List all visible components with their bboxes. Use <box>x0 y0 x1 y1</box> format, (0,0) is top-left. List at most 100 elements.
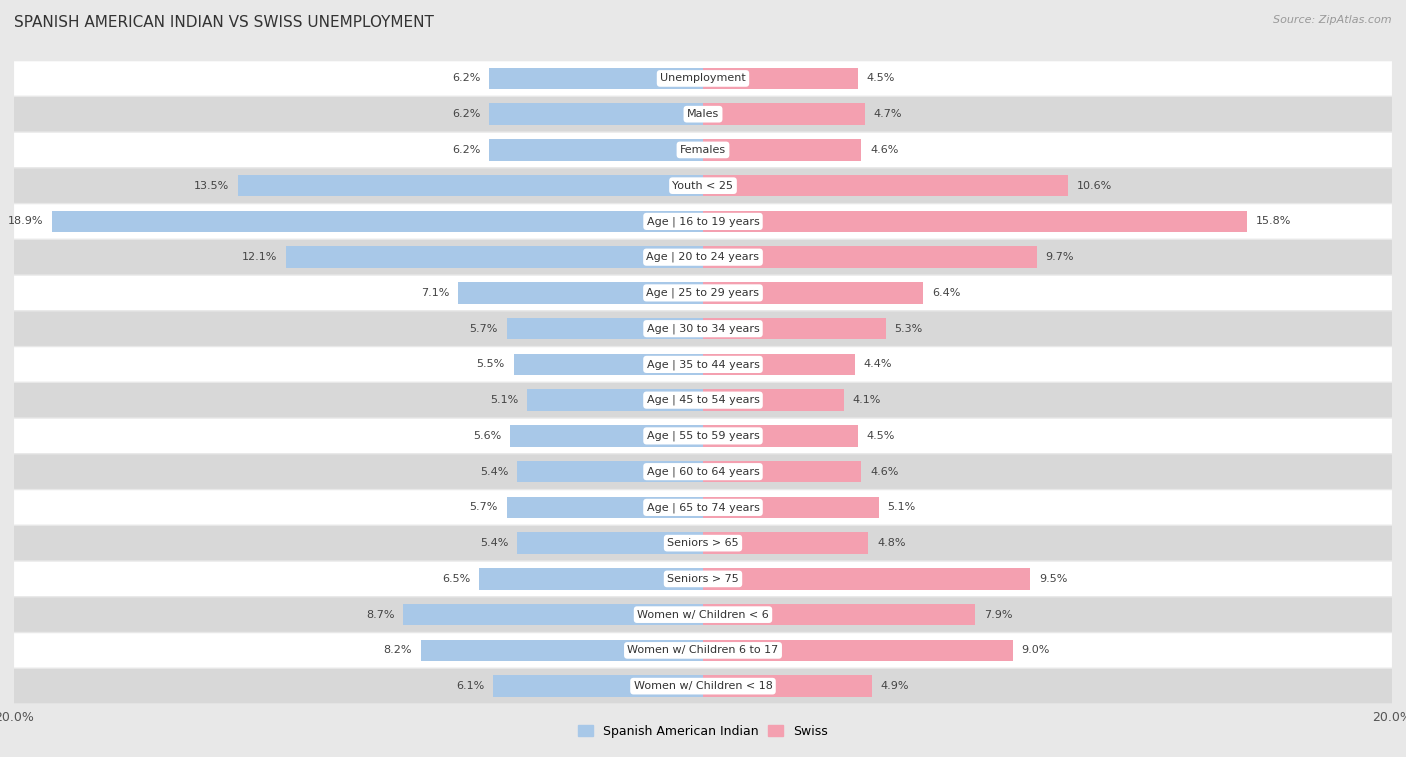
Text: 6.2%: 6.2% <box>453 73 481 83</box>
Bar <box>404 604 703 625</box>
FancyBboxPatch shape <box>14 204 1392 238</box>
Bar <box>489 104 703 125</box>
Text: Age | 65 to 74 years: Age | 65 to 74 years <box>647 502 759 512</box>
Text: Women w/ Children 6 to 17: Women w/ Children 6 to 17 <box>627 646 779 656</box>
Bar <box>479 569 703 590</box>
Bar <box>52 210 703 232</box>
Text: 5.7%: 5.7% <box>470 503 498 512</box>
Text: 5.6%: 5.6% <box>474 431 502 441</box>
Bar <box>703 497 879 518</box>
FancyBboxPatch shape <box>14 169 1392 203</box>
Text: 5.3%: 5.3% <box>894 324 922 334</box>
Text: 5.7%: 5.7% <box>470 324 498 334</box>
Text: Seniors > 65: Seniors > 65 <box>668 538 738 548</box>
Text: Source: ZipAtlas.com: Source: ZipAtlas.com <box>1274 15 1392 25</box>
Bar <box>527 389 703 411</box>
FancyBboxPatch shape <box>14 526 1392 560</box>
Bar <box>420 640 703 661</box>
Bar <box>703 175 1069 196</box>
Text: Females: Females <box>681 145 725 155</box>
FancyBboxPatch shape <box>14 61 1392 95</box>
Text: Unemployment: Unemployment <box>661 73 745 83</box>
Bar <box>703 318 886 339</box>
Bar <box>489 139 703 160</box>
Bar <box>703 104 865 125</box>
Text: 18.9%: 18.9% <box>8 217 44 226</box>
Bar <box>703 461 862 482</box>
Text: 6.5%: 6.5% <box>443 574 471 584</box>
Bar <box>703 425 858 447</box>
Bar <box>494 675 703 697</box>
Text: 4.6%: 4.6% <box>870 145 898 155</box>
FancyBboxPatch shape <box>14 276 1392 310</box>
FancyBboxPatch shape <box>14 240 1392 274</box>
Text: 4.4%: 4.4% <box>863 360 891 369</box>
Text: 5.5%: 5.5% <box>477 360 505 369</box>
Text: 8.2%: 8.2% <box>384 646 412 656</box>
Text: 4.9%: 4.9% <box>880 681 908 691</box>
Bar <box>703 210 1247 232</box>
FancyBboxPatch shape <box>14 597 1392 632</box>
Text: Age | 45 to 54 years: Age | 45 to 54 years <box>647 395 759 406</box>
Text: 6.1%: 6.1% <box>456 681 484 691</box>
Bar <box>703 569 1031 590</box>
FancyBboxPatch shape <box>14 669 1392 703</box>
Bar <box>489 67 703 89</box>
Text: 6.2%: 6.2% <box>453 109 481 119</box>
Bar <box>703 532 869 554</box>
Text: 5.1%: 5.1% <box>887 503 915 512</box>
Bar <box>506 497 703 518</box>
Bar <box>703 67 858 89</box>
Bar <box>458 282 703 304</box>
Text: 6.2%: 6.2% <box>453 145 481 155</box>
Bar <box>703 389 844 411</box>
Text: Males: Males <box>688 109 718 119</box>
Text: Age | 20 to 24 years: Age | 20 to 24 years <box>647 252 759 263</box>
Bar <box>513 354 703 375</box>
Text: Women w/ Children < 18: Women w/ Children < 18 <box>634 681 772 691</box>
Text: 9.7%: 9.7% <box>1046 252 1074 262</box>
Text: 9.5%: 9.5% <box>1039 574 1067 584</box>
Text: Seniors > 75: Seniors > 75 <box>666 574 740 584</box>
FancyBboxPatch shape <box>14 312 1392 346</box>
Text: 5.4%: 5.4% <box>479 538 509 548</box>
Bar <box>703 247 1038 268</box>
Text: 7.9%: 7.9% <box>984 609 1012 620</box>
Bar <box>703 640 1012 661</box>
Text: 15.8%: 15.8% <box>1256 217 1291 226</box>
Bar <box>703 139 862 160</box>
FancyBboxPatch shape <box>14 491 1392 525</box>
Legend: Spanish American Indian, Swiss: Spanish American Indian, Swiss <box>572 720 834 743</box>
Text: 4.7%: 4.7% <box>873 109 903 119</box>
Bar <box>703 282 924 304</box>
Bar <box>703 675 872 697</box>
Text: 4.5%: 4.5% <box>866 73 896 83</box>
FancyBboxPatch shape <box>14 383 1392 417</box>
FancyBboxPatch shape <box>14 347 1392 382</box>
Bar <box>287 247 703 268</box>
Text: 4.6%: 4.6% <box>870 466 898 477</box>
Text: 7.1%: 7.1% <box>422 288 450 298</box>
FancyBboxPatch shape <box>14 633 1392 668</box>
Text: 9.0%: 9.0% <box>1022 646 1050 656</box>
Bar <box>703 354 855 375</box>
Text: 13.5%: 13.5% <box>194 181 229 191</box>
Text: 8.7%: 8.7% <box>366 609 395 620</box>
FancyBboxPatch shape <box>14 419 1392 453</box>
FancyBboxPatch shape <box>14 562 1392 596</box>
Bar <box>703 604 976 625</box>
FancyBboxPatch shape <box>14 97 1392 132</box>
Text: 12.1%: 12.1% <box>242 252 277 262</box>
Bar <box>506 318 703 339</box>
Text: Age | 16 to 19 years: Age | 16 to 19 years <box>647 217 759 226</box>
Text: Age | 30 to 34 years: Age | 30 to 34 years <box>647 323 759 334</box>
Bar <box>238 175 703 196</box>
Text: Women w/ Children < 6: Women w/ Children < 6 <box>637 609 769 620</box>
Text: Age | 55 to 59 years: Age | 55 to 59 years <box>647 431 759 441</box>
Text: SPANISH AMERICAN INDIAN VS SWISS UNEMPLOYMENT: SPANISH AMERICAN INDIAN VS SWISS UNEMPLO… <box>14 15 434 30</box>
Text: Age | 60 to 64 years: Age | 60 to 64 years <box>647 466 759 477</box>
Text: 4.5%: 4.5% <box>866 431 896 441</box>
Text: 4.8%: 4.8% <box>877 538 905 548</box>
FancyBboxPatch shape <box>14 454 1392 489</box>
Text: 10.6%: 10.6% <box>1077 181 1112 191</box>
